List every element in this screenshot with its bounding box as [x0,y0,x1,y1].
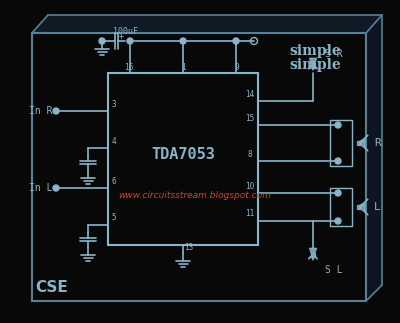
Text: simple: simple [289,44,341,58]
Text: 4: 4 [112,137,116,145]
Text: S R: S R [325,49,343,59]
Text: L: L [374,202,381,212]
Circle shape [233,38,239,44]
Text: 14: 14 [245,89,255,99]
Text: +: + [118,32,124,40]
Circle shape [53,108,59,114]
Text: 100uF: 100uF [112,26,138,36]
Text: CSE: CSE [36,280,68,296]
Polygon shape [311,63,315,66]
Text: 9: 9 [235,62,239,71]
Text: R: R [374,138,381,148]
Bar [330,120,352,166]
Circle shape [53,185,59,191]
Text: In R: In R [28,106,52,116]
Text: 11: 11 [245,210,255,218]
Circle shape [335,190,341,196]
Text: 13: 13 [184,243,194,252]
Circle shape [335,122,341,128]
Polygon shape [357,141,360,145]
Polygon shape [357,205,360,209]
Polygon shape [311,256,315,260]
Text: 8: 8 [248,150,252,159]
Bar [108,73,258,245]
Circle shape [127,38,133,44]
Polygon shape [311,253,315,256]
Text: 15: 15 [245,113,255,122]
Text: www.circuitsstream.blogspot.com: www.circuitsstream.blogspot.com [118,191,272,200]
Text: simple: simple [289,58,341,72]
Text: 6: 6 [112,176,116,185]
Text: 10: 10 [245,182,255,191]
Bar [330,188,352,226]
Polygon shape [310,248,316,253]
Text: 16: 16 [124,62,134,71]
Polygon shape [310,58,316,63]
Polygon shape [360,138,365,148]
Polygon shape [32,15,382,33]
Text: In L: In L [28,183,52,193]
Text: 1: 1 [181,62,185,71]
Bar [32,33,366,301]
Polygon shape [360,202,365,209]
Circle shape [335,158,341,164]
Text: S L: S L [325,265,343,275]
Text: TDA7053: TDA7053 [151,147,215,162]
Text: 3: 3 [112,99,116,109]
Polygon shape [311,66,315,70]
Polygon shape [360,202,365,212]
Polygon shape [360,138,365,145]
Polygon shape [366,15,382,301]
Text: 5: 5 [112,214,116,223]
Circle shape [335,218,341,224]
Circle shape [99,38,105,44]
Circle shape [180,38,186,44]
